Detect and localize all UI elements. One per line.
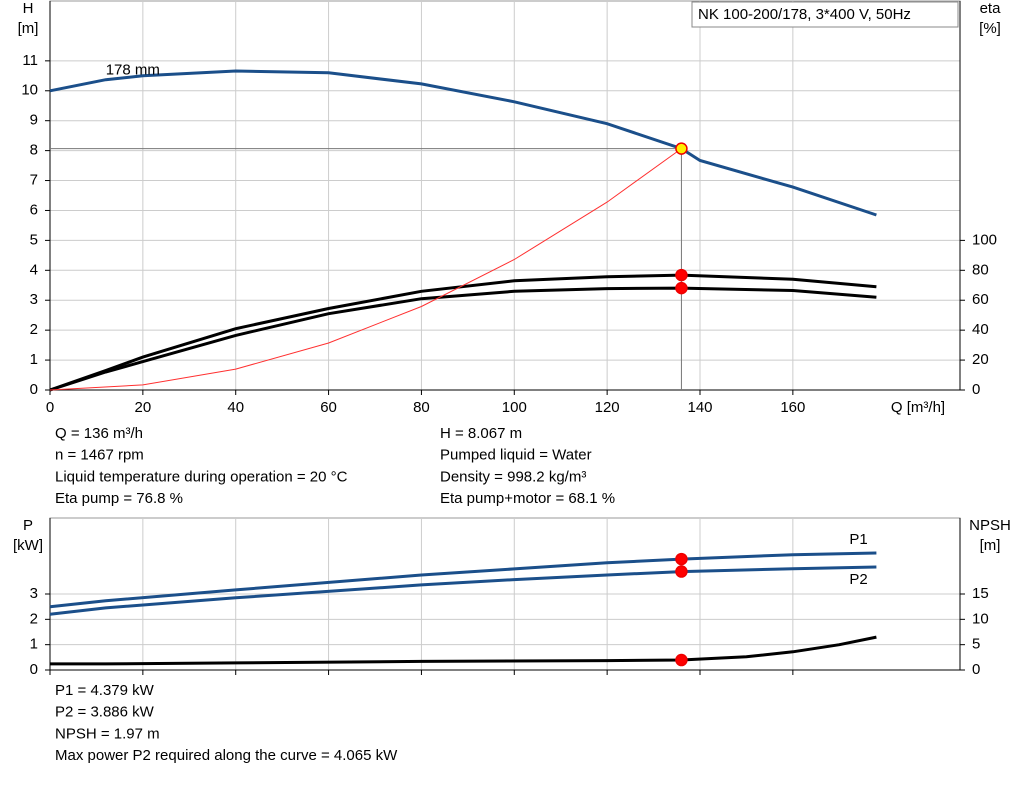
y-axis-label: P <box>23 517 33 534</box>
x-tick-label: 120 <box>595 399 620 416</box>
y2-tick-label: 60 <box>972 291 989 308</box>
y-tick-label: 5 <box>30 231 38 248</box>
y-tick-label: 3 <box>30 585 38 602</box>
y2-tick-label: 0 <box>972 381 980 398</box>
x-tick-label: 160 <box>780 399 805 416</box>
y-tick-label: 9 <box>30 112 38 129</box>
duty-point <box>675 552 688 566</box>
x-tick-label: 40 <box>227 399 244 416</box>
info-text: P1 = 4.379 kW <box>55 682 155 699</box>
info-text: H = 8.067 m <box>440 425 522 442</box>
curve <box>49 565 877 616</box>
series-label: P1 <box>849 531 867 548</box>
y2-tick-label: 5 <box>972 636 980 653</box>
y2-tick-label: 80 <box>972 261 989 278</box>
y-axis-label: [kW] <box>13 537 43 554</box>
y-axis-label: H <box>23 0 34 17</box>
y2-tick-label: 100 <box>972 231 997 248</box>
curve <box>49 286 877 392</box>
curve <box>49 551 877 609</box>
y-tick-label: 8 <box>30 142 38 159</box>
y-tick-label: 6 <box>30 201 38 218</box>
x-tick-label: 20 <box>135 399 152 416</box>
x-axis-label: Q [m³/h] <box>891 399 945 416</box>
y2-axis-label: NPSH <box>969 517 1011 534</box>
curve <box>49 273 877 392</box>
x-tick-label: 0 <box>46 399 54 416</box>
y-tick-label: 1 <box>30 351 38 368</box>
chart-title: NK 100-200/178, 3*400 V, 50Hz <box>698 6 911 23</box>
info-text: Eta pump = 76.8 % <box>55 490 183 507</box>
y2-axis-label: [%] <box>979 20 1001 37</box>
y2-tick-label: 15 <box>972 585 989 602</box>
x-tick-label: 60 <box>320 399 337 416</box>
info-text: P2 = 3.886 kW <box>55 704 155 721</box>
x-tick-label: 100 <box>502 399 527 416</box>
info-text: n = 1467 rpm <box>55 447 144 464</box>
duty-point <box>675 653 688 667</box>
y2-axis-label: eta <box>980 0 1002 17</box>
y2-tick-label: 20 <box>972 351 989 368</box>
y2-tick-label: 40 <box>972 321 989 338</box>
x-tick-label: 80 <box>413 399 430 416</box>
duty-point <box>675 268 688 282</box>
info-text: Pumped liquid = Water <box>440 447 592 464</box>
y2-tick-label: 0 <box>972 661 980 678</box>
series-label: 178 mm <box>106 62 160 79</box>
info-text: Q = 136 m³/h <box>55 425 143 442</box>
y2-tick-label: 10 <box>972 610 989 627</box>
duty-point <box>675 142 688 155</box>
plot-area <box>49 0 961 391</box>
y2-axis-label: [m] <box>980 537 1001 554</box>
y-tick-label: 7 <box>30 172 38 189</box>
info-text: Eta pump+motor = 68.1 % <box>440 490 615 507</box>
curve <box>49 69 877 217</box>
duty-point <box>675 281 688 295</box>
y-tick-label: 1 <box>30 636 38 653</box>
x-tick-label: 140 <box>687 399 712 416</box>
title-box <box>691 1 959 28</box>
y-tick-label: 2 <box>30 610 38 627</box>
series-label: P2 <box>849 571 867 588</box>
y-tick-label: 0 <box>30 661 38 678</box>
info-text: Max power P2 required along the curve = … <box>55 747 398 764</box>
y-tick-label: 2 <box>30 321 38 338</box>
info-text: NPSH = 1.97 m <box>55 725 160 742</box>
y-tick-label: 11 <box>22 52 38 69</box>
y-tick-label: 4 <box>30 261 38 278</box>
info-text: Density = 998.2 kg/m³ <box>440 468 586 485</box>
y-axis-label: [m] <box>18 20 39 37</box>
info-text: Liquid temperature during operation = 20… <box>55 468 348 485</box>
curve <box>50 635 877 666</box>
curve <box>49 148 682 391</box>
duty-point <box>675 565 688 578</box>
y-tick-label: 0 <box>30 381 38 398</box>
y-tick-label: 3 <box>30 291 38 308</box>
y-tick-label: 10 <box>21 82 38 99</box>
